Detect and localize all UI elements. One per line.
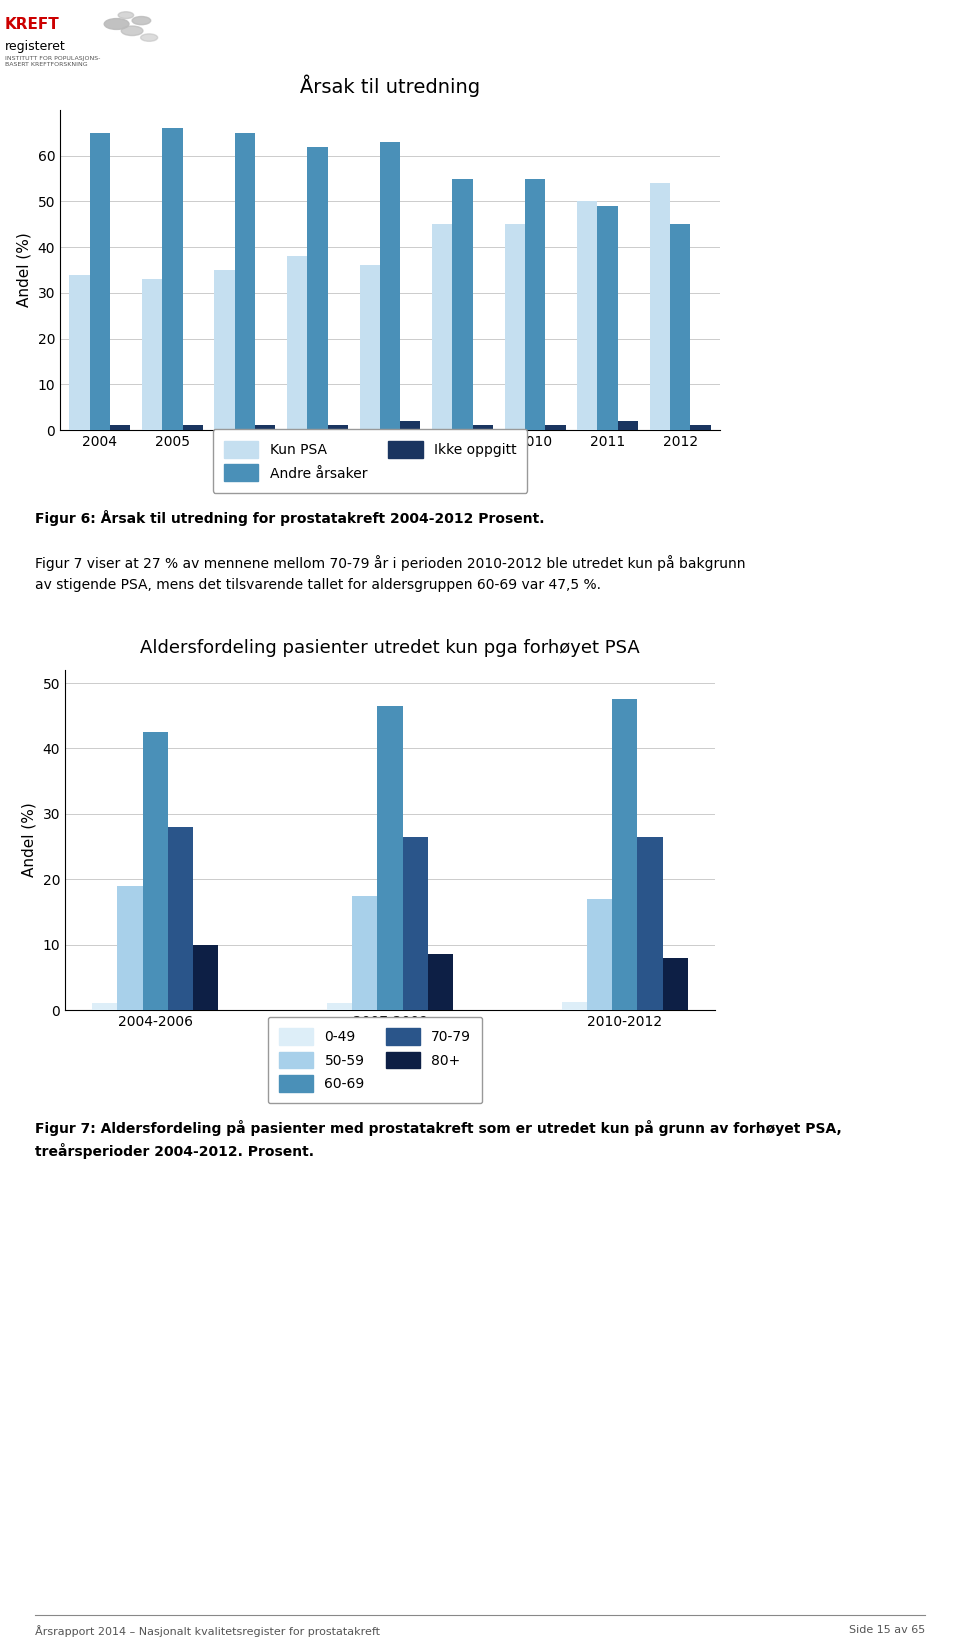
Bar [193, 944, 219, 1010]
Bar [287, 256, 307, 429]
Text: av stigende PSA, mens det tilsvarende tallet for aldersgruppen 60-69 var 47,5 %.: av stigende PSA, mens det tilsvarende ta… [35, 578, 601, 593]
Bar [352, 895, 377, 1010]
Text: registeret: registeret [5, 40, 65, 53]
Text: Årsrapport 2014 – Nasjonalt kvalitetsregister for prostatakreft: Årsrapport 2014 – Nasjonalt kvalitetsreg… [35, 1625, 380, 1636]
X-axis label: Diagnoseår: Diagnoseår [347, 1035, 434, 1052]
Circle shape [105, 18, 129, 30]
Bar [612, 700, 637, 1010]
Bar [432, 225, 452, 429]
Bar [400, 421, 420, 429]
Bar [562, 1002, 587, 1010]
Bar [360, 266, 380, 429]
Bar [69, 274, 89, 429]
Bar [545, 426, 565, 429]
Text: Figur 6: Årsak til utredning for prostatakreft 2004-2012 Prosent.: Figur 6: Årsak til utredning for prostat… [35, 510, 544, 527]
Bar [428, 954, 453, 1010]
Title: Aldersfordeling pasienter utredet kun pga forhøyet PSA: Aldersfordeling pasienter utredet kun pg… [140, 639, 640, 657]
Bar [117, 887, 143, 1010]
Bar [662, 958, 688, 1010]
Circle shape [140, 35, 157, 41]
Bar [670, 225, 690, 429]
Bar [650, 183, 670, 429]
Bar [525, 178, 545, 429]
Bar [637, 837, 662, 1010]
Bar [327, 426, 348, 429]
Bar [89, 132, 110, 429]
Text: treårsperioder 2004-2012. Prosent.: treårsperioder 2004-2012. Prosent. [35, 1142, 314, 1159]
Text: Figur 7 viser at 27 % av mennene mellom 70-79 år i perioden 2010-2012 ble utrede: Figur 7 viser at 27 % av mennene mellom … [35, 555, 746, 571]
Text: KREFT: KREFT [5, 17, 60, 33]
Bar [597, 206, 617, 429]
Y-axis label: Andel (%): Andel (%) [17, 233, 32, 307]
Text: Figur 7: Aldersfordeling på pasienter med prostatakreft som er utredet kun på gr: Figur 7: Aldersfordeling på pasienter me… [35, 1119, 842, 1136]
Bar [472, 426, 493, 429]
X-axis label: Diagnoseår: Diagnoseår [347, 454, 434, 472]
Bar [235, 132, 255, 429]
Bar [577, 201, 597, 429]
Text: INSTITUTT FOR POPULASJONS-
BASERT KREFTFORSKNING: INSTITUTT FOR POPULASJONS- BASERT KREFTF… [5, 56, 101, 66]
Bar [143, 731, 168, 1010]
Y-axis label: Andel (%): Andel (%) [22, 802, 36, 877]
Bar [690, 426, 710, 429]
Title: Årsak til utredning: Årsak til utredning [300, 74, 480, 97]
Bar [402, 837, 428, 1010]
Bar [326, 1004, 352, 1010]
Bar [587, 898, 612, 1010]
Bar [168, 827, 193, 1010]
Legend: 0-49, 50-59, 60-69, 70-79, 80+: 0-49, 50-59, 60-69, 70-79, 80+ [268, 1017, 483, 1103]
Bar [617, 421, 638, 429]
Text: Side 15 av 65: Side 15 av 65 [849, 1625, 925, 1634]
Bar [92, 1004, 117, 1010]
Bar [255, 426, 276, 429]
Bar [377, 707, 402, 1010]
Bar [142, 279, 162, 429]
Bar [380, 142, 400, 429]
Bar [162, 129, 182, 429]
Circle shape [121, 26, 143, 36]
Bar [182, 426, 203, 429]
Legend: Kun PSA, Andre årsaker, Ikke oppgitt: Kun PSA, Andre årsaker, Ikke oppgitt [212, 429, 527, 492]
Circle shape [132, 17, 151, 25]
Bar [214, 271, 235, 429]
Bar [452, 178, 472, 429]
Circle shape [118, 12, 133, 18]
Bar [110, 426, 131, 429]
Bar [505, 225, 525, 429]
Bar [307, 147, 327, 429]
